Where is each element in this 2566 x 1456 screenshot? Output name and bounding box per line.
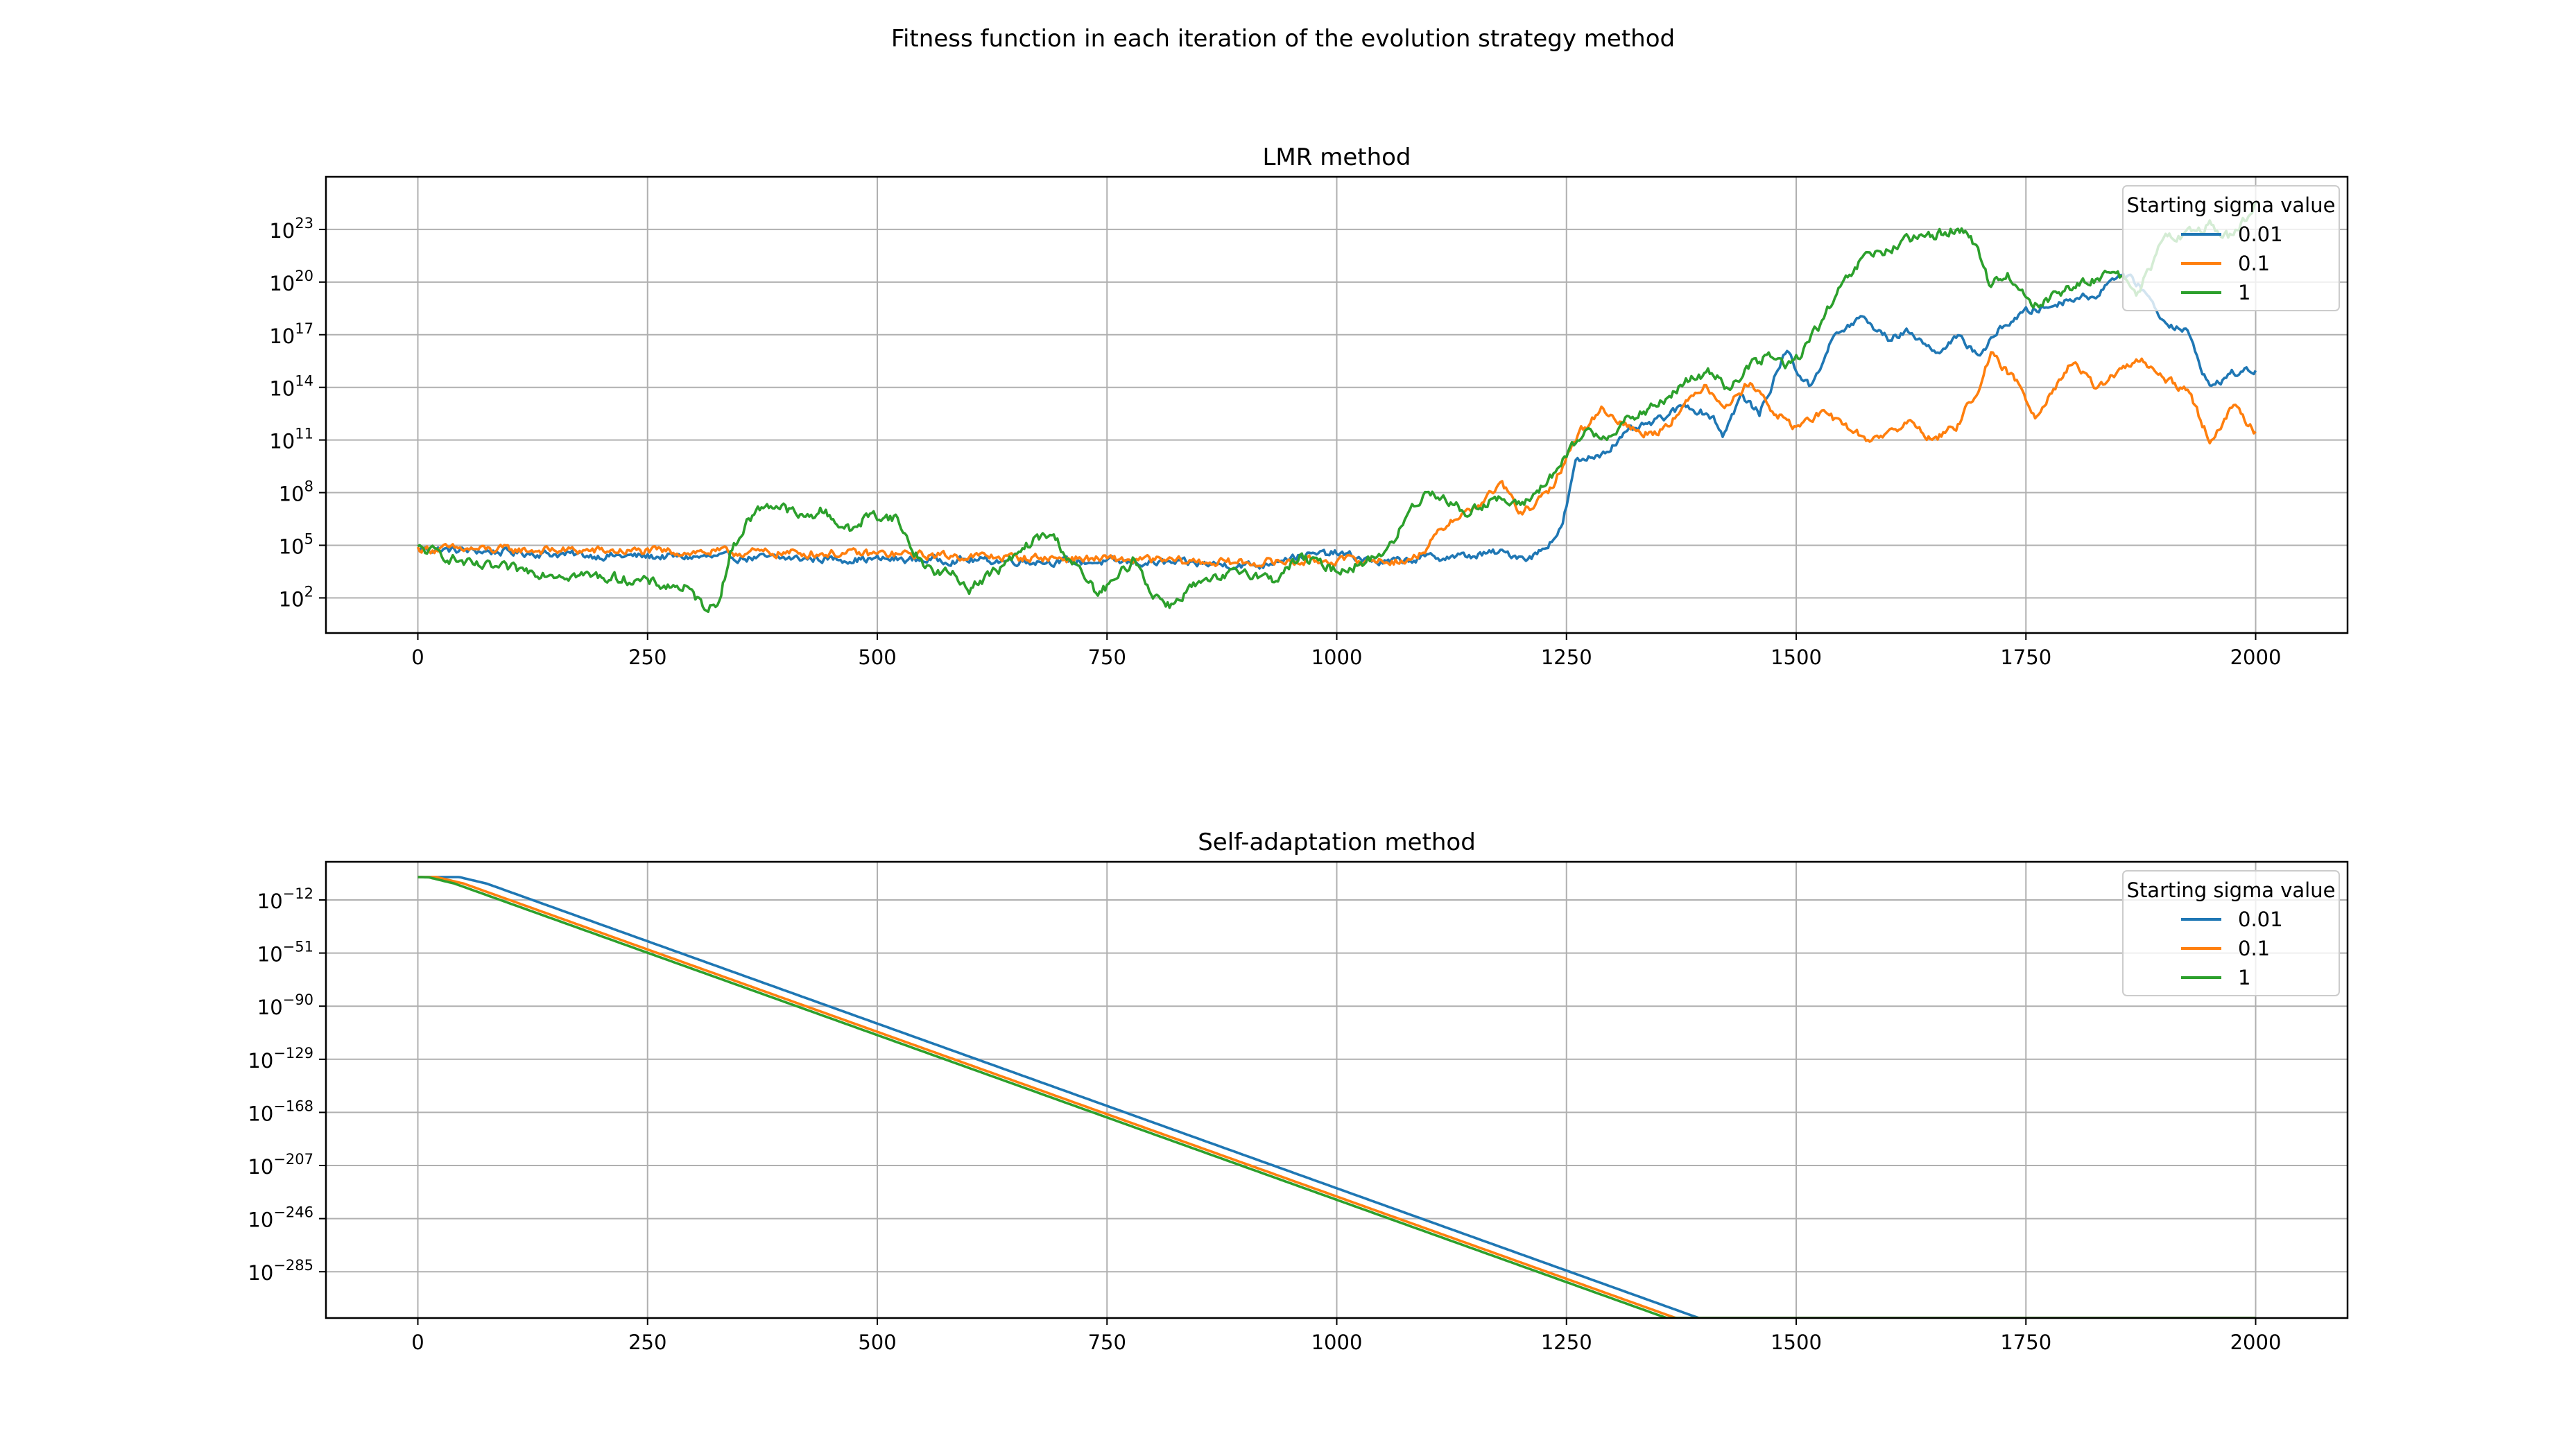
self-adaptation-chart-panel: 0 250 500 750 1000 1250 1500 1750 2000 10−12 10−51… xyxy=(248,829,2349,1354)
y-tick-label: 1020 xyxy=(269,268,313,295)
x-tick-label: 1000 xyxy=(1311,645,1363,669)
series-line-1 xyxy=(417,202,2257,614)
legend: Starting sigma value 0.01 0.1 1 xyxy=(2122,185,2340,311)
y-tick-label: 1023 xyxy=(269,215,313,243)
y-tick-label: 10−12 xyxy=(257,885,313,913)
series-line-0-01 xyxy=(417,876,2256,1318)
legend-title: Starting sigma value xyxy=(2127,878,2336,902)
legend-label-0-1: 0.1 xyxy=(2238,937,2270,960)
series-lines xyxy=(417,876,2256,1318)
x-tick-label: 1250 xyxy=(1541,645,1592,669)
series-lines xyxy=(416,202,2257,614)
legend: Starting sigma value 0.01 0.1 1 xyxy=(2122,870,2340,996)
chart-title: LMR method xyxy=(1262,144,1411,171)
x-tick-label: 500 xyxy=(858,1331,896,1354)
x-tick-label: 1250 xyxy=(1541,1331,1592,1354)
series-line-0-1 xyxy=(416,351,2257,568)
y-tick-label: 10−168 xyxy=(248,1098,313,1125)
x-tick-label: 0 xyxy=(411,645,424,669)
x-tick-label: 1500 xyxy=(1771,645,1822,669)
y-tick-label: 10−246 xyxy=(248,1204,313,1232)
x-tick-label: 250 xyxy=(628,1331,666,1354)
legend-box xyxy=(2122,870,2340,996)
legend-label-0-01: 0.01 xyxy=(2238,908,2283,931)
x-tick-label: 0 xyxy=(411,1331,424,1354)
y-tick-label: 1011 xyxy=(269,426,313,453)
legend-label-1: 1 xyxy=(2238,966,2250,989)
legend-title: Starting sigma value xyxy=(2127,193,2336,217)
x-tick-label: 2000 xyxy=(2230,1331,2282,1354)
y-tick-label: 10−285 xyxy=(248,1257,313,1285)
y-tick-label: 1014 xyxy=(269,373,313,401)
legend-label-0-01: 0.01 xyxy=(2238,223,2283,246)
y-tick-label: 10−90 xyxy=(257,991,313,1019)
y-tick-label: 1017 xyxy=(269,320,313,348)
series-line-0-1 xyxy=(417,876,2256,1318)
y-tick-label: 10−129 xyxy=(248,1045,313,1073)
x-tick-label: 1750 xyxy=(2000,1331,2051,1354)
y-tick-label: 105 xyxy=(279,530,313,558)
x-tick-label: 500 xyxy=(858,645,896,669)
chart-title: Self-adaptation method xyxy=(1198,829,1476,856)
series-line-0-01 xyxy=(417,272,2257,571)
x-tick-label: 2000 xyxy=(2230,645,2282,669)
gridlines xyxy=(326,862,2348,1318)
x-tick-label: 750 xyxy=(1088,645,1126,669)
y-tick-label: 102 xyxy=(279,583,313,611)
y-tick-label: 10−51 xyxy=(257,939,313,967)
x-tick-label: 1750 xyxy=(2000,645,2051,669)
figure-suptitle: Fitness function in each iteration of th… xyxy=(890,25,1676,53)
legend-label-1: 1 xyxy=(2238,281,2250,304)
x-tick-label: 750 xyxy=(1088,1331,1126,1354)
x-tick-label: 1000 xyxy=(1311,1331,1363,1354)
x-tick-label: 1500 xyxy=(1771,1331,1822,1354)
y-tick-label: 108 xyxy=(279,478,313,506)
legend-label-0-1: 0.1 xyxy=(2238,252,2270,275)
x-tick-label: 250 xyxy=(628,645,666,669)
legend-box xyxy=(2122,185,2340,311)
lmr-chart-panel: 0 250 500 750 1000 1250 1500 1750 2000 102 105 108 1… xyxy=(269,144,2349,669)
series-line-1 xyxy=(417,876,2256,1318)
y-tick-label: 10−207 xyxy=(248,1151,313,1179)
